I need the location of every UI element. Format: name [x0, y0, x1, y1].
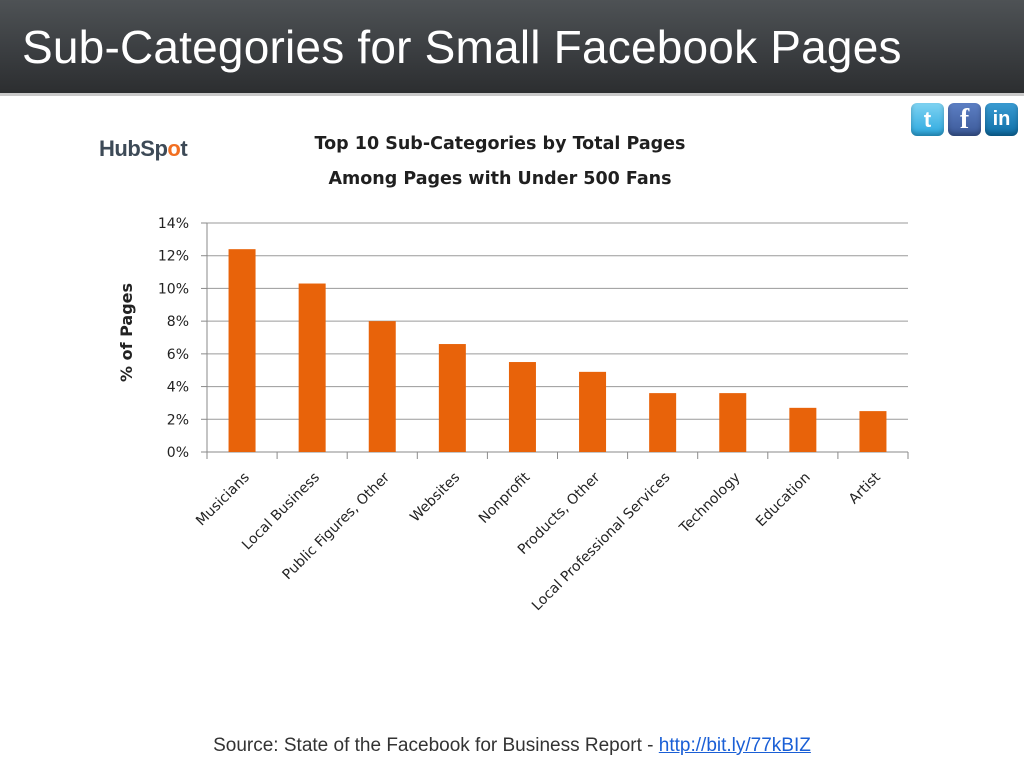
y-tick-label: 6% [167, 347, 189, 363]
logo-text-post: t [180, 136, 188, 161]
x-tick-label: Nonprofit [476, 469, 534, 527]
bar [228, 249, 256, 452]
bar [649, 393, 677, 452]
sprocket-icon: o [167, 136, 181, 161]
bar [579, 371, 607, 452]
bar [859, 411, 887, 452]
logo-text-pre: HubSp [99, 136, 168, 161]
y-axis-label: % of Pages [117, 283, 136, 382]
y-tick-label: 4% [167, 380, 189, 396]
y-tick-label: 0% [167, 445, 189, 461]
y-tick-label: 8% [167, 314, 189, 330]
x-tick-label: Education [753, 470, 814, 531]
x-tick-label: Musicians [193, 470, 253, 530]
facebook-icon[interactable]: f [948, 103, 981, 136]
linkedin-icon[interactable]: in [985, 103, 1018, 136]
social-share-bar: t f in [911, 103, 1018, 136]
chart-title-line2: Among Pages with Under 500 Fans [328, 169, 672, 189]
y-tick-label: 10% [158, 281, 189, 297]
x-tick-label: Local Professional Services [529, 470, 674, 615]
chart-title-line1: Top 10 Sub-Categories by Total Pages [314, 134, 686, 154]
x-tick-label: Technology [676, 470, 743, 537]
bar [508, 362, 536, 452]
bar [368, 321, 396, 452]
bar-chart: 0% 2% 4% 6% 8% 10% 12% 14% % of Pages Musicians Lo… [117, 216, 909, 615]
hubspot-logo: HubSpot [99, 136, 188, 162]
source-text: Source: State of the Facebook for Busine… [213, 735, 659, 756]
bar [789, 407, 817, 452]
bar [438, 344, 466, 452]
twitter-icon[interactable]: t [911, 103, 944, 136]
source-footer: Source: State of the Facebook for Busine… [0, 735, 1024, 757]
y-tick-label: 12% [158, 249, 189, 265]
bar [719, 393, 747, 452]
x-tick-label: Websites [407, 470, 463, 526]
y-tick-label: 14% [158, 216, 189, 232]
source-link[interactable]: http://bit.ly/77kBIZ [658, 735, 811, 756]
title-bar: Sub-Categories for Small Facebook Pages [0, 0, 1024, 96]
slide-title: Sub-Categories for Small Facebook Pages [22, 21, 902, 73]
bar [298, 283, 326, 452]
y-tick-label: 2% [167, 412, 189, 428]
x-tick-label: Artist [846, 469, 884, 507]
